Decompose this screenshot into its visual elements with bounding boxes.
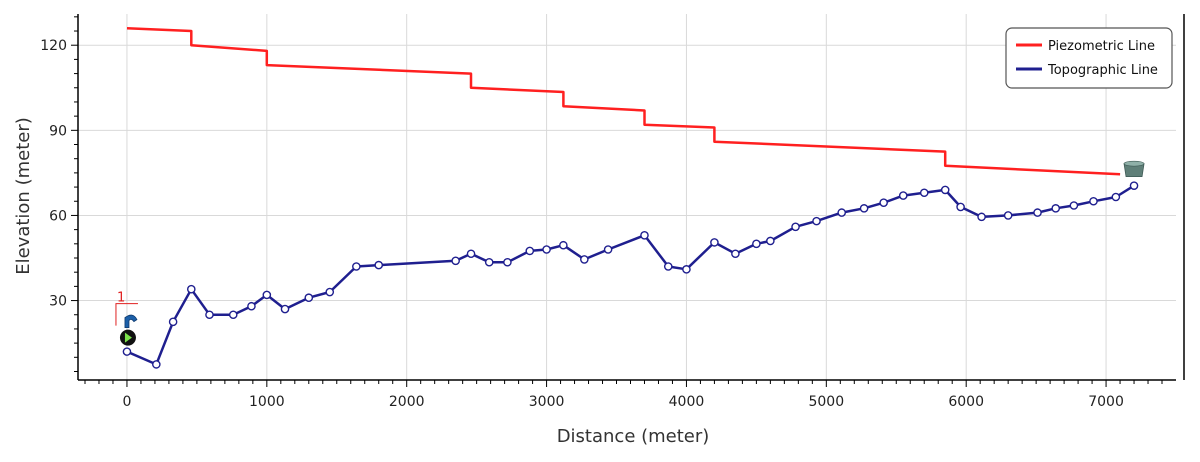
topographic-point[interactable] bbox=[859, 204, 869, 213]
topographic-point[interactable] bbox=[812, 216, 821, 226]
topographic-point[interactable] bbox=[640, 231, 649, 240]
topographic-point[interactable] bbox=[247, 301, 256, 311]
topographic-point[interactable] bbox=[731, 249, 740, 259]
topographic-point[interactable] bbox=[1033, 208, 1042, 217]
topographic-point[interactable] bbox=[262, 290, 272, 300]
topographic-point[interactable] bbox=[374, 260, 384, 270]
topographic-point[interactable] bbox=[898, 191, 908, 200]
topographic-point[interactable] bbox=[1129, 181, 1139, 190]
topographic-point[interactable] bbox=[228, 310, 238, 320]
topographic-point[interactable] bbox=[956, 202, 965, 212]
topographic-point[interactable] bbox=[559, 240, 568, 250]
x-tick-label: 2000 bbox=[389, 394, 425, 410]
legend[interactable]: Piezometric Line Topographic Line bbox=[1005, 27, 1173, 89]
topographic-point[interactable] bbox=[186, 284, 196, 294]
topographic-point[interactable] bbox=[837, 208, 847, 217]
topographic-line bbox=[126, 184, 1135, 366]
topographic-point[interactable] bbox=[1069, 201, 1079, 210]
x-tick-label: 0 bbox=[122, 394, 131, 410]
y-tick-label: 30 bbox=[49, 294, 67, 310]
reservoir-end-icon[interactable] bbox=[1123, 160, 1145, 178]
topographic-point[interactable] bbox=[791, 222, 800, 232]
topographic-point[interactable] bbox=[977, 212, 986, 222]
marker-bracket bbox=[115, 303, 138, 326]
topographic-point[interactable] bbox=[122, 347, 132, 356]
topographic-point[interactable] bbox=[682, 265, 691, 274]
marker-layer: 1 bbox=[115, 160, 1145, 346]
topographic-point[interactable] bbox=[710, 238, 719, 247]
y-tick-label: 120 bbox=[40, 38, 67, 54]
topographic-point[interactable] bbox=[325, 287, 335, 297]
topographic-point[interactable] bbox=[1003, 211, 1013, 220]
topographic-point[interactable] bbox=[603, 245, 613, 254]
topographic-point[interactable] bbox=[752, 239, 761, 249]
topographic-point[interactable] bbox=[766, 236, 775, 246]
topographic-point[interactable] bbox=[304, 293, 314, 303]
y-axis-title: Elevation (meter) bbox=[13, 117, 34, 275]
topographic-point[interactable] bbox=[919, 188, 929, 198]
marker-number-label: 1 bbox=[117, 291, 125, 306]
x-tick-label: 6000 bbox=[948, 394, 984, 410]
topographic-point[interactable] bbox=[542, 245, 551, 254]
topographic-point[interactable] bbox=[503, 257, 512, 267]
topographic-point[interactable] bbox=[205, 310, 214, 320]
topographic-point[interactable] bbox=[1051, 204, 1061, 213]
legend-label-piezometric: Piezometric Line bbox=[1048, 39, 1155, 54]
play-triangle bbox=[124, 332, 132, 343]
faucet-shape bbox=[124, 314, 138, 329]
tank-top bbox=[1123, 160, 1145, 167]
y-tick-label: 60 bbox=[49, 208, 67, 224]
topographic-point[interactable] bbox=[940, 185, 950, 195]
x-tick-label: 3000 bbox=[529, 394, 565, 410]
x-tick-label: 5000 bbox=[808, 394, 844, 410]
topographic-point[interactable] bbox=[1111, 192, 1121, 202]
x-tick-label: 7000 bbox=[1088, 394, 1124, 410]
topographic-point[interactable] bbox=[352, 262, 361, 271]
topographic-point[interactable] bbox=[525, 246, 535, 256]
topographic-point[interactable] bbox=[466, 249, 476, 259]
topographic-point[interactable] bbox=[1089, 196, 1098, 206]
x-tick-label: 4000 bbox=[669, 394, 705, 410]
topographic-point[interactable] bbox=[879, 198, 888, 207]
reservoir-start-icon[interactable]: 1 bbox=[115, 291, 138, 346]
y-tick-label: 90 bbox=[49, 123, 67, 139]
piezometric-line bbox=[126, 26, 1121, 176]
topographic-point[interactable] bbox=[168, 317, 178, 327]
series-layer bbox=[122, 26, 1139, 369]
axes-layer: 0 1000 2000 3000 4000 5000 6000 7000 30 60 90 120 bbox=[40, 14, 1185, 410]
topographic-point[interactable] bbox=[451, 256, 460, 266]
topographic-point[interactable] bbox=[152, 360, 161, 369]
legend-label-topographic: Topographic Line bbox=[1047, 63, 1158, 78]
x-tick-label: 1000 bbox=[249, 394, 285, 410]
topographic-point[interactable] bbox=[484, 257, 494, 267]
topographic-point[interactable] bbox=[663, 262, 673, 271]
x-axis-title: Distance (meter) bbox=[557, 426, 710, 447]
topographic-point[interactable] bbox=[580, 255, 589, 264]
topographic-point[interactable] bbox=[280, 304, 290, 314]
legend-box bbox=[1005, 27, 1173, 89]
